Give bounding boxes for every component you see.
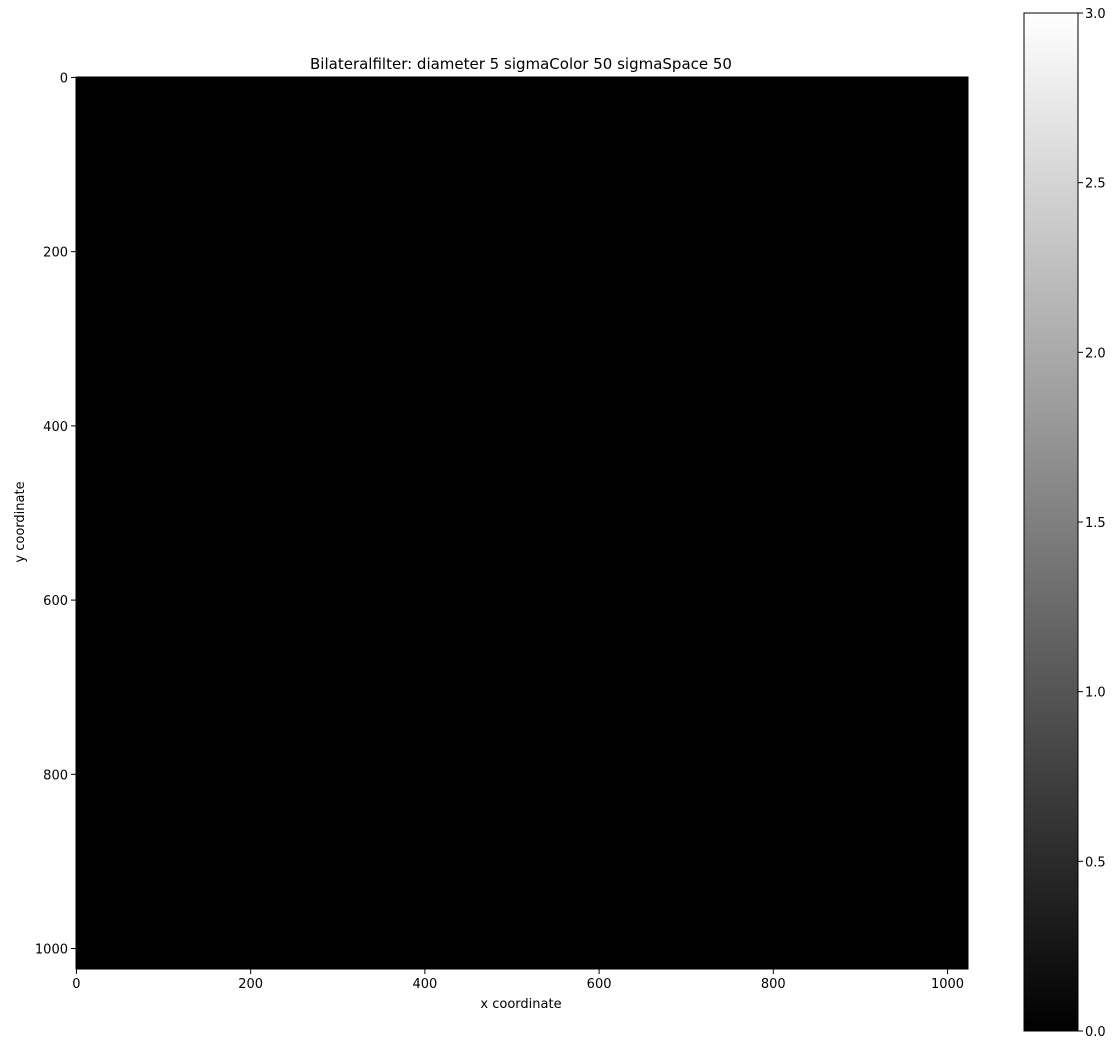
y-axis-label: y coordinate [13,481,28,562]
x-tick-label: 400 [412,977,437,992]
image [76,77,968,969]
chart: Bilateralfilter: diameter 5 sigmaColor 5… [0,0,1112,1043]
y-tick-label: 1000 [35,943,68,958]
x-axis-label: x coordinate [480,997,561,1012]
y-tick-label: 600 [43,594,68,609]
colorbar-tick-label: 3.0 [1085,7,1106,22]
x-tick-label: 800 [761,977,786,992]
chart-title: Bilateralfilter: diameter 5 sigmaColor 5… [310,55,732,73]
colorbar-tick-label: 0.0 [1085,1025,1106,1040]
y-tick-label: 0 [60,71,68,86]
colorbar-tick-label: 2.5 [1085,177,1106,192]
y-tick-label: 400 [43,420,68,435]
y-tick-label: 200 [43,246,68,261]
colorbar-tick-label: 1.0 [1085,686,1106,701]
colorbar-tick-label: 2.0 [1085,346,1106,361]
x-tick-label: 1000 [931,977,964,992]
colorbar [1024,13,1078,1031]
x-tick-label: 200 [238,977,263,992]
colorbar-tick-label: 1.5 [1085,516,1106,531]
x-tick-label: 0 [72,977,80,992]
y-tick-label: 800 [43,768,68,783]
colorbar-tick-label: 0.5 [1085,855,1106,870]
x-tick-label: 600 [587,977,612,992]
